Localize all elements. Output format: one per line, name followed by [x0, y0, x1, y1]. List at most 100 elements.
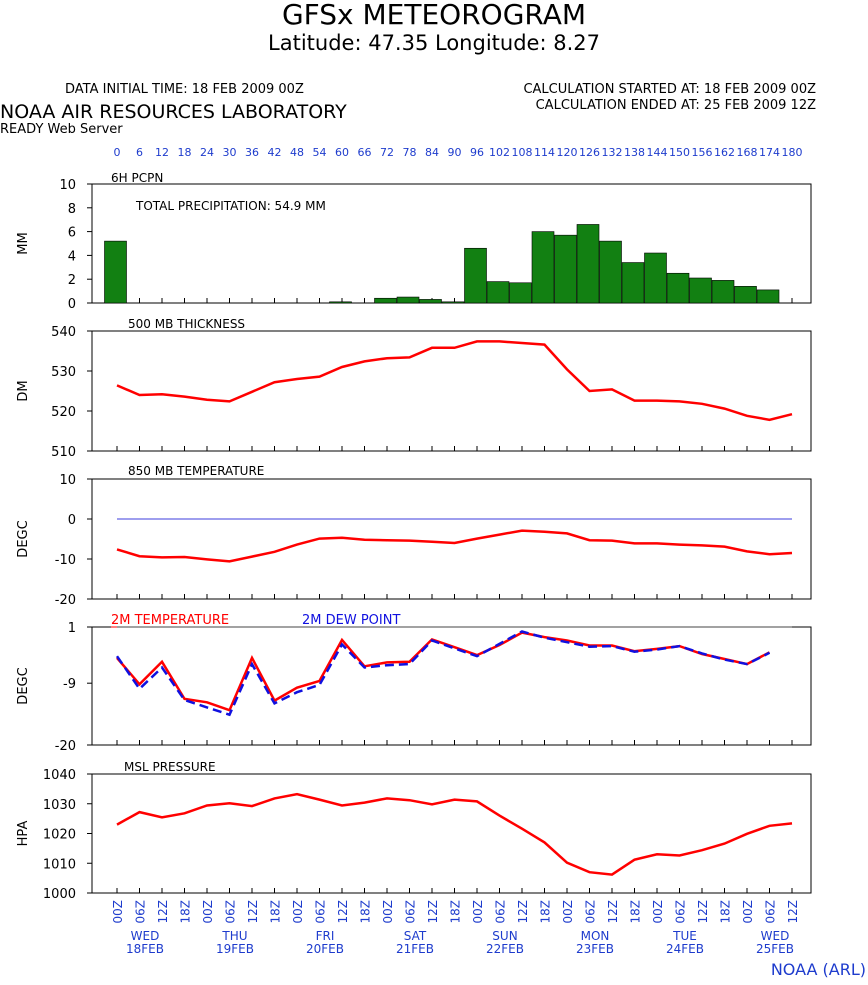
forecast-hour-label: 0: [114, 146, 121, 159]
precip-bar: [104, 240, 127, 304]
thickness-series-line: [116, 340, 793, 422]
precip-bar: [599, 240, 622, 304]
time-label: 18Z: [179, 900, 193, 924]
precip-y-tick-label: 2: [68, 273, 76, 288]
precip-bar: [644, 252, 667, 304]
temp850-series-line: [116, 529, 793, 563]
pressure-y-tick-label: 1030: [43, 798, 76, 813]
time-label: 18Z: [629, 900, 643, 924]
forecast-hour-label: 6: [136, 146, 143, 159]
day-label: TUE: [672, 929, 697, 943]
forecast-hour-label: 162: [714, 146, 735, 159]
forecast-hour-label: 12: [155, 146, 169, 159]
temp2m-legend-temperature: 2M TEMPERATURE: [111, 613, 229, 628]
temp2m-frame: [91, 626, 812, 746]
forecast-hour-label: 60: [335, 146, 349, 159]
date-label: 23FEB: [576, 942, 614, 956]
precip-title: 6H PCPN: [111, 171, 163, 185]
time-label: 00Z: [381, 900, 395, 924]
precip-bar: [734, 286, 757, 304]
date-label: 19FEB: [216, 942, 254, 956]
forecast-hour-label: 126: [579, 146, 600, 159]
date-label: 25FEB: [756, 942, 794, 956]
time-label: 06Z: [764, 900, 778, 924]
thickness-y-axis-label: DM: [16, 380, 31, 401]
precip-bar: [689, 277, 712, 304]
time-label: 00Z: [651, 900, 665, 924]
footer-credit: NOAA (ARL): [770, 960, 866, 979]
time-label: 00Z: [741, 900, 755, 924]
day-label: THU: [221, 929, 247, 943]
precip-y-tick-label: 10: [59, 178, 76, 193]
time-label: 12Z: [516, 900, 530, 924]
forecast-hour-label: 30: [223, 146, 237, 159]
date-label: 20FEB: [306, 942, 344, 956]
forecast-hour-label: 36: [245, 146, 259, 159]
day-label: SUN: [492, 929, 517, 943]
forecast-hour-label: 120: [557, 146, 578, 159]
temp850-title: 850 MB TEMPERATURE: [128, 464, 264, 478]
thickness-title: 500 MB THICKNESS: [128, 317, 245, 331]
precip-y-tick-label: 0: [68, 297, 76, 312]
time-label: 12Z: [246, 900, 260, 924]
pressure-frame: [91, 773, 812, 894]
pressure-series-line: [116, 792, 793, 876]
time-label: 00Z: [291, 900, 305, 924]
forecast-hour-label: 84: [425, 146, 439, 159]
precip-y-tick-label: 6: [68, 226, 76, 241]
precip-bar: [666, 272, 690, 304]
time-label: 12Z: [426, 900, 440, 924]
thickness-y-tick-label: 540: [51, 325, 76, 340]
time-label: 18Z: [449, 900, 463, 924]
forecast-hour-label: 108: [512, 146, 533, 159]
time-label: 06Z: [584, 900, 598, 924]
precip-bar: [329, 301, 352, 304]
pressure-y-tick-label: 1010: [43, 857, 76, 872]
thickness-y-tick-label: 520: [51, 405, 76, 420]
precip-bar: [711, 280, 735, 304]
pressure-y-tick-label: 1020: [43, 828, 76, 843]
day-label: FRI: [316, 929, 335, 943]
time-label: 06Z: [674, 900, 688, 924]
time-label: 00Z: [561, 900, 575, 924]
temp2m-y-tick-label: 1: [68, 621, 76, 636]
forecast-hour-label: 180: [782, 146, 803, 159]
precip-bar: [554, 234, 577, 304]
forecast-hour-label: 72: [380, 146, 394, 159]
day-label: WED: [131, 929, 160, 943]
thickness-y-tick-label: 510: [51, 445, 76, 460]
forecast-hour-label: 54: [313, 146, 327, 159]
forecast-hour-label: 96: [470, 146, 484, 159]
precip-bar: [756, 289, 780, 304]
forecast-hour-label: 114: [534, 146, 555, 159]
forecast-hour-label: 18: [178, 146, 192, 159]
precip-bar: [531, 231, 555, 304]
time-label: 06Z: [224, 900, 238, 924]
day-label: SAT: [404, 929, 427, 943]
time-label: 18Z: [539, 900, 553, 924]
forecast-hour-label: 90: [448, 146, 462, 159]
forecast-hour-label: 144: [647, 146, 668, 159]
forecast-hour-label: 24: [200, 146, 214, 159]
forecast-hour-label: 174: [759, 146, 780, 159]
time-label: 12Z: [156, 900, 170, 924]
temp2m-y-tick-label: -9: [63, 677, 76, 692]
temperature-2m-series-line: [116, 631, 771, 712]
pressure-title: MSL PRESSURE: [124, 760, 216, 774]
calculation-started: CALCULATION STARTED AT: 18 FEB 2009 00Z: [523, 82, 816, 97]
forecast-hour-label: 156: [692, 146, 713, 159]
time-label: 06Z: [134, 900, 148, 924]
temp850-y-tick-label: -10: [55, 553, 76, 568]
time-label: 06Z: [314, 900, 328, 924]
forecast-hour-label: 48: [290, 146, 304, 159]
precip-bar: [621, 262, 645, 304]
precip-bar: [464, 247, 487, 304]
precip-bar: [419, 299, 442, 304]
precip-y-tick-label: 4: [68, 249, 76, 264]
time-label: 06Z: [494, 900, 508, 924]
temp850-y-tick-label: -20: [55, 593, 76, 608]
time-label: 00Z: [201, 900, 215, 924]
forecast-hour-label: 42: [268, 146, 282, 159]
calculation-ended: CALCULATION ENDED AT: 25 FEB 2009 12Z: [535, 98, 816, 113]
